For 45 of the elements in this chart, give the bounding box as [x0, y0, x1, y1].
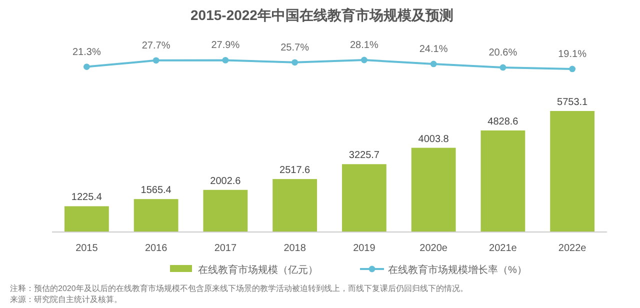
legend-label: 在线教育市场规模（亿元） — [198, 264, 318, 276]
x-tick-label: 2020e — [420, 243, 448, 254]
data-label: 2002.6 — [210, 176, 242, 187]
point — [222, 57, 229, 64]
x-tick-label: 2016 — [144, 243, 168, 254]
point — [360, 56, 368, 64]
source-note: 来源：研究院自主统计及核算。 — [10, 295, 122, 304]
data-label: 27.7% — [142, 40, 170, 52]
x-tick-label: 2022e — [558, 243, 587, 254]
x-tick-label: 2021e — [489, 243, 518, 254]
bar — [272, 179, 318, 232]
data-label: 4828.6 — [488, 116, 519, 128]
bar — [411, 148, 456, 232]
bar — [203, 190, 248, 232]
x-tick-label: 2019 — [353, 243, 376, 254]
data-label: 1565.4 — [140, 185, 172, 196]
bar — [342, 164, 386, 232]
data-label: 27.9% — [211, 40, 240, 52]
data-label: 25.7% — [280, 42, 310, 54]
point — [83, 64, 90, 70]
data-label: 20.6% — [488, 47, 518, 58]
data-label: 24.1% — [419, 44, 448, 55]
x-tick-label: 2017 — [214, 243, 237, 254]
data-label: 3225.7 — [348, 150, 380, 162]
data-label: 5753.1 — [557, 97, 588, 108]
text: 注释：预估的2020年及以后的在线教育市场规模不包含原来线下场景的教学活动被迫转到线上，而线下复课后仍回归线下的情况。 — [10, 284, 468, 293]
data-label: 1225.4 — [71, 192, 102, 204]
bar — [64, 206, 109, 232]
x-tick-label: 2015 — [76, 243, 98, 254]
bar — [550, 111, 595, 232]
data-label: 2517.6 — [280, 165, 311, 176]
data-label: 28.1% — [350, 40, 378, 51]
data-label: 21.3% — [72, 46, 101, 58]
data-label: 4003.8 — [418, 134, 450, 145]
point — [500, 64, 506, 71]
x-tick-label: 2018 — [284, 243, 306, 254]
bar — [134, 199, 178, 232]
chart-title: 2015-2022年中国在线教育市场规模及预测 — [190, 7, 454, 23]
point — [292, 59, 298, 66]
data-label: 19.1% — [558, 48, 587, 60]
bar — [480, 130, 526, 232]
point — [152, 57, 160, 64]
point — [430, 60, 437, 68]
legend-label: 在线教育市场规模增长率（%） — [388, 264, 527, 276]
point — [569, 66, 576, 72]
